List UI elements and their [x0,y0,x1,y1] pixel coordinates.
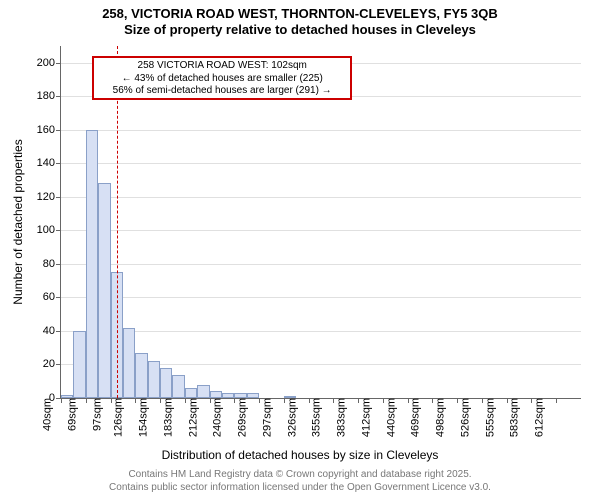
xtick-label: 412sqm [354,398,372,437]
title-line-1: 258, VICTORIA ROAD WEST, THORNTON-CLEVEL… [0,6,600,22]
ytick-label: 80 [43,258,61,270]
ytick-label: 160 [37,124,61,136]
xtick-label: 240sqm [206,398,224,437]
xtick-label: 383sqm [330,398,348,437]
gridline [61,197,581,198]
histogram-bar [98,183,110,398]
xtick-label: 126sqm [107,398,125,437]
annotation-line-3: 56% of semi-detached houses are larger (… [98,85,346,98]
xtick-label: 40sqm [35,398,53,431]
histogram-bar [210,391,222,398]
histogram-bar [135,353,147,398]
plot-area: 02040608010012014016018020040sqm69sqm97s… [60,46,581,399]
histogram-bar [123,328,135,398]
histogram-bar [160,368,172,398]
xtick-label: 326sqm [280,398,298,437]
histogram-bar [148,361,160,398]
histogram-bar [86,130,98,398]
ytick-label: 120 [37,191,61,203]
xtick-label: 555sqm [478,398,496,437]
ytick-label: 180 [37,90,61,102]
annotation-line-2: ← 43% of detached houses are smaller (22… [98,73,346,86]
xtick-label: 97sqm [85,398,103,431]
gridline [61,331,581,332]
xtick-label: 612sqm [528,398,546,437]
histogram-bar [185,388,197,398]
annotation-line-1: 258 VICTORIA ROAD WEST: 102sqm [98,60,346,73]
x-axis-label: Distribution of detached houses by size … [0,448,600,462]
ytick-label: 100 [37,224,61,236]
gridline [61,297,581,298]
xtick-label: 469sqm [404,398,422,437]
xtick-label: 440sqm [379,398,397,437]
chart-footer: Contains HM Land Registry data © Crown c… [0,468,600,494]
property-size-histogram: 258, VICTORIA ROAD WEST, THORNTON-CLEVEL… [0,0,600,500]
histogram-bar [197,385,209,398]
ytick-label: 200 [37,57,61,69]
xtick-label: 183sqm [156,398,174,437]
xtick-label: 355sqm [305,398,323,437]
xtick-label: 498sqm [429,398,447,437]
chart-title: 258, VICTORIA ROAD WEST, THORNTON-CLEVEL… [0,6,600,39]
xtick-label: 583sqm [503,398,521,437]
xtick-label: 297sqm [255,398,273,437]
footer-line-1: Contains HM Land Registry data © Crown c… [0,468,600,481]
histogram-bar [172,375,184,398]
annotation-box: 258 VICTORIA ROAD WEST: 102sqm ← 43% of … [92,56,352,100]
y-axis-label: Number of detached properties [11,139,25,304]
ytick-label: 40 [43,325,61,337]
gridline [61,230,581,231]
footer-line-2: Contains public sector information licen… [0,481,600,494]
xtick-label: 526sqm [453,398,471,437]
xtick-label: 212sqm [181,398,199,437]
ytick-label: 20 [43,358,61,370]
xtick-mark [556,398,557,403]
xtick-label: 154sqm [131,398,149,437]
ytick-label: 60 [43,291,61,303]
title-line-2: Size of property relative to detached ho… [0,22,600,38]
histogram-bar [73,331,85,398]
ytick-label: 140 [37,157,61,169]
gridline [61,130,581,131]
gridline [61,264,581,265]
xtick-label: 269sqm [231,398,249,437]
gridline [61,163,581,164]
xtick-label: 69sqm [60,398,78,431]
